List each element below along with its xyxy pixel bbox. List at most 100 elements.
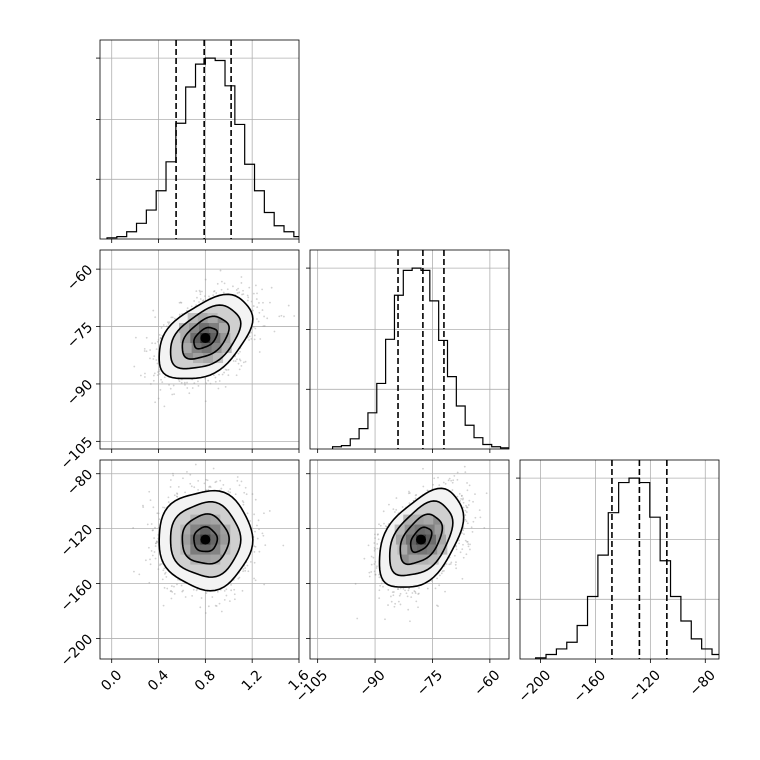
scatter-point: [467, 504, 470, 506]
scatter-point: [237, 577, 240, 580]
scatter-point: [142, 506, 145, 509]
scatter-point: [212, 467, 215, 470]
scatter-point: [158, 370, 161, 373]
density-cell: [435, 534, 446, 545]
density-cell: [434, 524, 445, 535]
density-content: [310, 460, 509, 659]
scatter-point: [262, 534, 265, 537]
scatter-point: [157, 512, 160, 515]
scatter-point: [223, 371, 225, 374]
scatter-point: [437, 605, 439, 608]
scatter-point: [193, 382, 196, 384]
scatter-point: [170, 585, 173, 587]
scatter-point: [172, 384, 175, 387]
scatter-point: [462, 501, 465, 504]
scatter-point: [193, 300, 196, 302]
scatter-point: [218, 602, 221, 605]
scatter-point: [158, 373, 161, 375]
scatter-point: [378, 589, 381, 592]
scatter-point: [466, 540, 469, 543]
scatter-point: [157, 568, 160, 571]
scatter-point: [264, 544, 267, 547]
x-tick-label: −160: [571, 667, 610, 706]
scatter-point: [374, 573, 377, 576]
scatter-point: [213, 290, 216, 292]
scatter-point: [387, 589, 390, 591]
scatter-point: [154, 526, 156, 529]
scatter-point: [434, 587, 437, 590]
scatter-point: [159, 337, 162, 340]
density-cell: [220, 544, 231, 555]
scatter-point: [430, 579, 433, 582]
scatter-point: [372, 556, 375, 559]
scatter-point: [188, 392, 191, 395]
scatter-point: [157, 338, 160, 341]
scatter-point: [397, 600, 400, 603]
density-contour: [169, 501, 242, 578]
scatter-point: [158, 368, 161, 371]
scatter-point: [378, 576, 381, 579]
scatter-point: [169, 387, 172, 390]
scatter-point: [444, 590, 446, 593]
density-cell: [211, 343, 222, 354]
scatter-point: [154, 557, 157, 560]
scatter-point: [462, 556, 465, 559]
axis-frame: [519, 459, 720, 660]
scatter-point: [189, 482, 192, 485]
scatter-point: [250, 338, 253, 340]
scatter-point: [167, 322, 170, 325]
scatter-point: [197, 384, 200, 387]
scatter-point: [252, 326, 255, 328]
scatter-point: [163, 506, 166, 509]
scatter-point: [201, 300, 204, 302]
density-cell: [201, 343, 212, 354]
scatter-point: [179, 301, 182, 304]
scatter-point: [382, 510, 385, 513]
scatter-point: [462, 506, 465, 509]
scatter-point: [460, 494, 463, 497]
scatter-point: [230, 583, 232, 586]
density-cell: [437, 544, 448, 555]
density-cell: [403, 514, 414, 525]
scatter-point: [151, 529, 154, 532]
scatter-point: [407, 589, 410, 592]
scatter-point: [244, 567, 247, 569]
scatter-point: [379, 524, 382, 527]
scatter-point: [156, 540, 158, 543]
scatter-point: [220, 280, 223, 283]
scatter-point: [409, 620, 411, 623]
scatter-point: [171, 393, 174, 396]
scatter-point: [191, 594, 194, 597]
scatter-point: [464, 539, 467, 542]
scatter-point: [287, 304, 290, 307]
scatter-point: [240, 480, 243, 483]
scatter-point: [254, 579, 257, 582]
scatter-point: [422, 485, 425, 488]
scatter-point: [438, 584, 441, 587]
scatter-point: [256, 306, 259, 309]
scatter-point: [466, 506, 469, 509]
scatter-point: [278, 315, 281, 318]
scatter-point: [159, 388, 162, 391]
scatter-point: [149, 357, 151, 360]
scatter-point: [414, 497, 417, 500]
density-cell: [200, 554, 211, 565]
scatter-point: [226, 288, 229, 291]
scatter-point: [417, 606, 419, 609]
scatter-point: [398, 594, 401, 597]
density-cell: [180, 333, 191, 344]
scatter-point: [257, 519, 260, 522]
x-tick-label: 0.8: [192, 667, 219, 694]
scatter-point: [461, 498, 464, 501]
density-cell: [179, 323, 190, 334]
scatter-point: [200, 597, 203, 599]
scatter-point: [408, 587, 410, 590]
scatter-point: [376, 547, 379, 550]
scatter-point: [242, 501, 245, 504]
scatter-point: [250, 331, 252, 334]
axis-frame: [99, 459, 300, 660]
density-cell: [404, 524, 415, 535]
scatter-point: [195, 589, 198, 592]
density-contour: [193, 525, 219, 553]
scatter-point: [146, 523, 149, 526]
